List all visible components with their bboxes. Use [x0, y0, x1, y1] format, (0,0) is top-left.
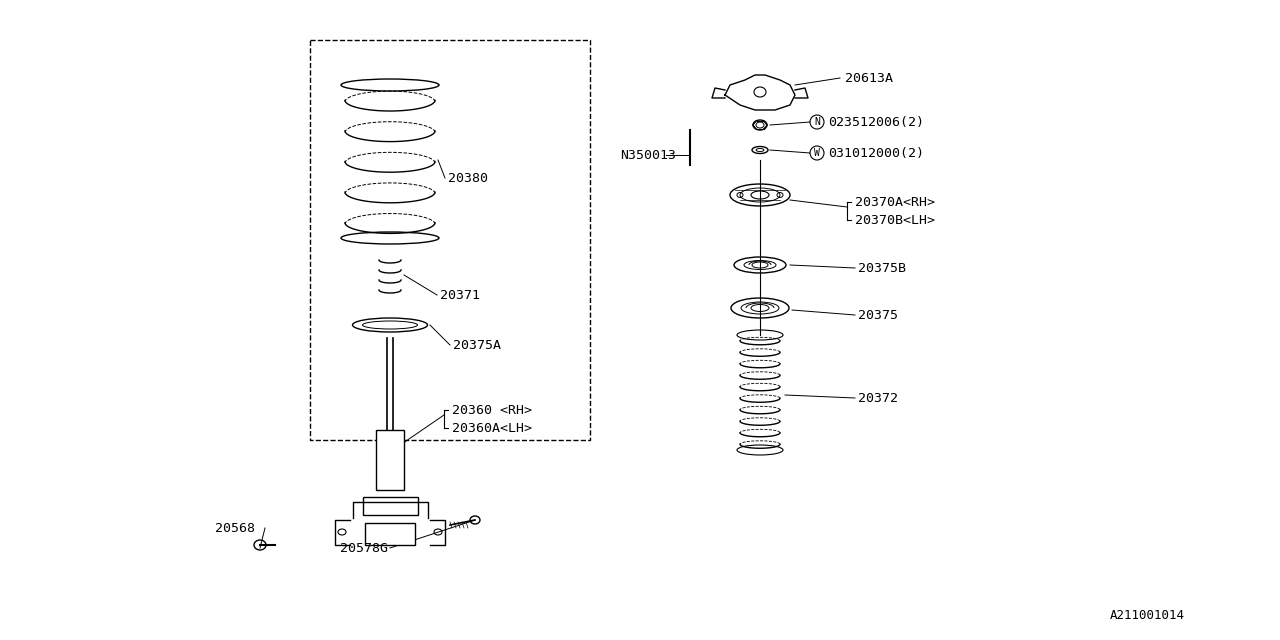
Text: 20372: 20372: [858, 392, 899, 404]
Text: 20375: 20375: [858, 308, 899, 321]
Bar: [376, 430, 404, 490]
Text: 20370A<RH>: 20370A<RH>: [855, 195, 934, 209]
Text: 20370B<LH>: 20370B<LH>: [855, 214, 934, 227]
Text: 20375A: 20375A: [453, 339, 500, 351]
Text: 031012000(2): 031012000(2): [828, 147, 924, 159]
Text: N350013: N350013: [620, 148, 676, 161]
Text: 20360A<LH>: 20360A<LH>: [452, 422, 532, 435]
Text: 20568: 20568: [215, 522, 255, 534]
Text: W: W: [814, 148, 820, 158]
Text: 20380: 20380: [448, 172, 488, 184]
Text: 20578G: 20578G: [340, 541, 388, 554]
Text: A211001014: A211001014: [1110, 609, 1185, 622]
Text: N: N: [814, 117, 820, 127]
Bar: [362, 497, 417, 515]
Text: 20375B: 20375B: [858, 262, 906, 275]
Bar: [365, 523, 415, 545]
Text: 20360 <RH>: 20360 <RH>: [452, 403, 532, 417]
Text: 20371: 20371: [440, 289, 480, 301]
Text: 023512006(2): 023512006(2): [828, 115, 924, 129]
Text: 20613A: 20613A: [845, 72, 893, 84]
